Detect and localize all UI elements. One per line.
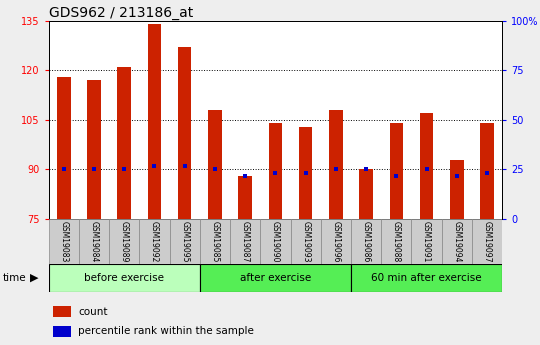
Text: GSM19086: GSM19086 bbox=[362, 221, 370, 262]
Text: GSM19087: GSM19087 bbox=[241, 221, 249, 262]
Text: ▶: ▶ bbox=[30, 273, 38, 283]
Bar bbox=[117, 67, 131, 219]
Text: before exercise: before exercise bbox=[84, 273, 164, 283]
Bar bbox=[480, 123, 494, 219]
Text: GDS962 / 213186_at: GDS962 / 213186_at bbox=[49, 6, 193, 20]
Text: GSM19089: GSM19089 bbox=[120, 221, 129, 262]
Text: GSM19095: GSM19095 bbox=[180, 221, 189, 262]
Bar bbox=[442, 219, 472, 264]
Bar bbox=[450, 160, 464, 219]
Bar bbox=[381, 219, 411, 264]
Text: GSM19084: GSM19084 bbox=[90, 221, 98, 262]
Bar bbox=[170, 219, 200, 264]
Bar bbox=[230, 219, 260, 264]
Bar bbox=[260, 219, 291, 264]
Bar bbox=[53, 326, 71, 337]
Text: count: count bbox=[78, 307, 107, 317]
Bar bbox=[147, 24, 161, 219]
Text: after exercise: after exercise bbox=[240, 273, 311, 283]
Bar bbox=[359, 169, 373, 219]
Text: 60 min after exercise: 60 min after exercise bbox=[372, 273, 482, 283]
Bar bbox=[351, 264, 502, 292]
Bar bbox=[238, 176, 252, 219]
Text: GSM19085: GSM19085 bbox=[211, 221, 219, 262]
Bar bbox=[49, 219, 79, 264]
Text: GSM19093: GSM19093 bbox=[301, 221, 310, 262]
Text: GSM19097: GSM19097 bbox=[483, 221, 491, 262]
Text: GSM19090: GSM19090 bbox=[271, 221, 280, 262]
Bar bbox=[178, 47, 192, 219]
Bar bbox=[200, 219, 230, 264]
Bar bbox=[53, 306, 71, 317]
Bar bbox=[87, 80, 101, 219]
Text: time: time bbox=[3, 273, 26, 283]
Bar bbox=[79, 219, 109, 264]
Text: GSM19091: GSM19091 bbox=[422, 221, 431, 262]
Text: GSM19083: GSM19083 bbox=[59, 221, 68, 262]
Bar bbox=[109, 219, 139, 264]
Bar bbox=[472, 219, 502, 264]
Bar bbox=[351, 219, 381, 264]
Bar bbox=[321, 219, 351, 264]
Text: GSM19096: GSM19096 bbox=[332, 221, 340, 262]
Bar bbox=[420, 113, 434, 219]
Bar bbox=[291, 219, 321, 264]
Text: GSM19094: GSM19094 bbox=[453, 221, 461, 262]
Bar bbox=[49, 264, 200, 292]
Bar bbox=[268, 123, 282, 219]
Bar bbox=[411, 219, 442, 264]
Bar bbox=[389, 123, 403, 219]
Text: GSM19088: GSM19088 bbox=[392, 221, 401, 262]
Text: percentile rank within the sample: percentile rank within the sample bbox=[78, 326, 254, 336]
Bar bbox=[329, 110, 343, 219]
Bar bbox=[57, 77, 71, 219]
Bar bbox=[200, 264, 351, 292]
Bar bbox=[208, 110, 222, 219]
Bar bbox=[139, 219, 170, 264]
Text: GSM19092: GSM19092 bbox=[150, 221, 159, 262]
Bar bbox=[299, 127, 313, 219]
